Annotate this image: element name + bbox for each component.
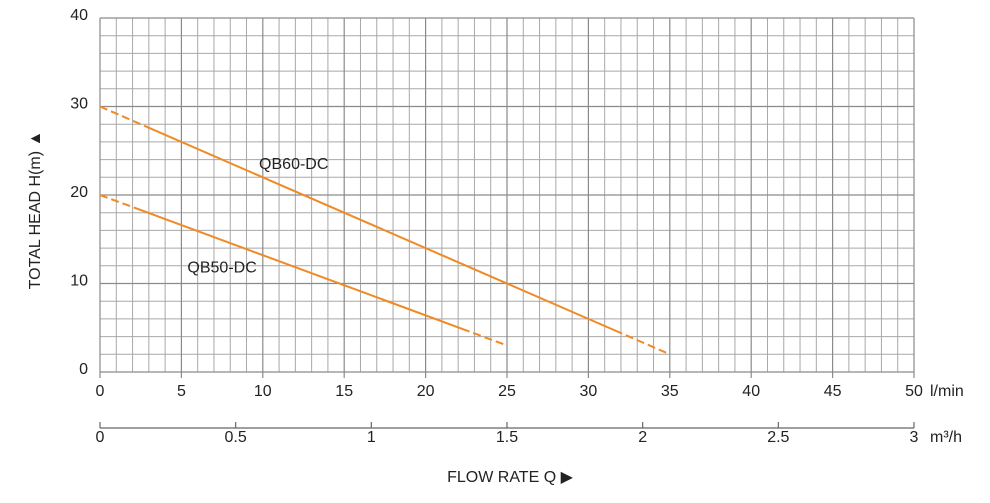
x2-tick-label: 1 (367, 429, 376, 446)
x-tick-label: 40 (742, 383, 760, 400)
y-tick-label: 40 (70, 7, 88, 24)
x2-tick-label: 1.5 (496, 429, 518, 446)
series-line (99, 194, 508, 347)
x-tick-label: 30 (580, 383, 598, 400)
series-label: QB60-DC (259, 156, 328, 173)
x-tick-label: 35 (661, 383, 679, 400)
y-tick-label: 20 (70, 184, 88, 201)
x-tick-label: 25 (498, 383, 516, 400)
x2-tick-label: 2.5 (767, 429, 789, 446)
x2-tick-label: 2 (638, 429, 647, 446)
x-tick-label: 0 (96, 383, 105, 400)
x2-tick-label: 0.5 (225, 429, 247, 446)
series-line (99, 105, 671, 356)
series-label: QB50-DC (187, 259, 256, 276)
x-tick-label: 15 (335, 383, 353, 400)
y-axis-label: TOTAL HEAD H(m) ▲ (27, 131, 44, 290)
x2-unit: m³/h (930, 429, 962, 446)
x-tick-label: 20 (417, 383, 435, 400)
y-tick-label: 30 (70, 96, 88, 113)
x-tick-label: 5 (177, 383, 186, 400)
x-tick-label: 50 (905, 383, 923, 400)
x-tick-label: 10 (254, 383, 272, 400)
x-tick-label: 45 (824, 383, 842, 400)
x-unit: l/min (930, 383, 964, 400)
x2-tick-label: 0 (96, 429, 105, 446)
y-tick-label: 0 (79, 361, 88, 378)
x-axis-label: FLOW RATE Q ▶ (447, 469, 573, 486)
x2-tick-label: 3 (910, 429, 919, 446)
y-tick-label: 10 (70, 273, 88, 290)
